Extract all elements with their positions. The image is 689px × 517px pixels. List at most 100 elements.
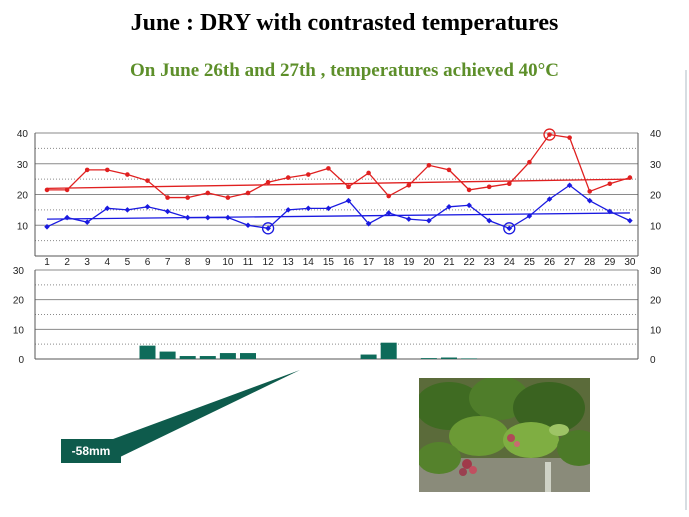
rain-bar xyxy=(179,356,196,359)
min-temp-point xyxy=(607,208,613,215)
max-temp-point xyxy=(507,181,512,187)
day-tick-label: 9 xyxy=(205,257,211,268)
day-tick-label: 22 xyxy=(464,257,476,268)
vine-leaves-photo xyxy=(419,378,590,492)
rain-y-tick-label-right: 20 xyxy=(650,296,662,307)
min-temp-point xyxy=(84,219,90,225)
highlight-circle xyxy=(261,222,275,235)
rain-bar xyxy=(139,345,156,359)
rain-bar xyxy=(380,342,397,359)
rain-y-tick-label-left: 10 xyxy=(13,325,25,336)
max-temp-point xyxy=(64,187,70,193)
min-temp-trend-line xyxy=(46,212,630,220)
min-temp-point xyxy=(265,225,271,232)
min-temp-line xyxy=(46,184,631,230)
day-tick-label: 28 xyxy=(584,257,596,268)
min-temp-point xyxy=(64,214,70,221)
day-tick-label: 27 xyxy=(564,257,576,268)
day-tick-label: 11 xyxy=(243,257,254,268)
rain-y-tick-label-left: 30 xyxy=(13,266,25,277)
day-tick-label: 21 xyxy=(443,257,455,268)
max-temp-point xyxy=(265,179,271,185)
rain-bar xyxy=(159,351,176,359)
min-temp-point xyxy=(426,217,432,224)
max-temp-point xyxy=(466,187,472,193)
temp-y-tick-label-right: 20 xyxy=(650,191,662,202)
min-temp-point xyxy=(466,202,472,209)
rain-grid xyxy=(34,269,639,360)
min-temp-point xyxy=(164,208,171,215)
day-tick-label: 8 xyxy=(185,257,191,268)
slide-edge-line xyxy=(685,70,687,510)
max-temp-point xyxy=(567,135,572,140)
day-tick-label: 1 xyxy=(44,257,50,268)
max-temp-point xyxy=(125,172,130,177)
slide-title: June : DRY with contrasted temperatures xyxy=(130,10,559,36)
max-temp-point xyxy=(326,166,331,171)
temperature-grid xyxy=(34,132,639,257)
temp-y-tick-label-left: 10 xyxy=(17,221,29,232)
callout-pointer-shape xyxy=(105,370,300,458)
min-temp-point xyxy=(566,182,573,189)
highlight-circle xyxy=(503,222,516,235)
max-temp-point xyxy=(346,184,351,190)
day-tick-label: 3 xyxy=(84,257,90,268)
min-temp-point xyxy=(205,214,211,221)
min-temp-point xyxy=(526,213,533,219)
max-temp-point xyxy=(446,167,452,173)
min-temp-point xyxy=(486,217,492,224)
rainfall-deficit-label: -58mm xyxy=(61,439,121,463)
temp-y-tick-label-right: 40 xyxy=(650,129,662,140)
min-temp-point xyxy=(345,197,352,204)
min-temp-point xyxy=(627,217,633,224)
day-tick-label: 15 xyxy=(323,257,335,268)
min-temp-point xyxy=(184,214,191,221)
callout-pointer xyxy=(105,370,300,458)
max-temp-point xyxy=(386,193,392,199)
day-tick-label: 20 xyxy=(423,257,435,268)
max-temp-point xyxy=(145,178,150,183)
min-temp-point xyxy=(245,222,251,229)
max-temp-point xyxy=(245,190,251,196)
rain-bar xyxy=(360,354,377,359)
rain-y-tick-label-left: 0 xyxy=(18,355,24,366)
day-tick-label: 12 xyxy=(263,257,275,268)
highlight-circle xyxy=(543,128,556,141)
day-tick-label: 14 xyxy=(303,257,315,268)
temp-y-tick-label-right: 10 xyxy=(650,221,662,232)
rain-bar xyxy=(219,353,236,359)
max-temp-point xyxy=(44,187,50,193)
max-temp-point xyxy=(527,159,532,165)
rain-y-tick-label-right: 30 xyxy=(650,266,662,277)
max-temp-point xyxy=(406,182,412,188)
temperature-lines xyxy=(44,128,633,235)
min-temp-point xyxy=(365,220,372,227)
max-temp-point xyxy=(105,167,110,173)
min-temp-point xyxy=(305,205,312,212)
max-temp-point xyxy=(366,170,371,176)
min-temp-point xyxy=(406,216,412,222)
max-temp-line xyxy=(47,133,631,199)
day-tick-label: 5 xyxy=(125,257,131,268)
day-tick-label: 23 xyxy=(484,257,496,268)
rain-y-tick-label-left: 20 xyxy=(13,296,25,307)
min-temp-point xyxy=(144,204,151,210)
day-tick-label: 18 xyxy=(383,257,395,268)
max-temp-point xyxy=(306,172,311,177)
day-tick-label: 24 xyxy=(504,257,516,268)
rain-y-tick-label-right: 0 xyxy=(650,355,656,366)
day-tick-label: 10 xyxy=(222,257,234,268)
temp-y-tick-label-right: 30 xyxy=(650,160,662,171)
max-temp-point xyxy=(547,132,552,137)
day-tick-label: 16 xyxy=(343,257,355,268)
min-temp-point xyxy=(325,205,332,212)
min-temp-point xyxy=(586,197,593,204)
max-temp-point xyxy=(587,189,592,194)
max-temp-point xyxy=(285,175,291,180)
day-tick-label: 29 xyxy=(604,257,616,268)
day-tick-label: 6 xyxy=(145,257,151,268)
rain-y-tick-label-right: 10 xyxy=(650,325,662,336)
rain-bar xyxy=(199,356,216,359)
temp-y-tick-label-left: 40 xyxy=(17,129,29,140)
